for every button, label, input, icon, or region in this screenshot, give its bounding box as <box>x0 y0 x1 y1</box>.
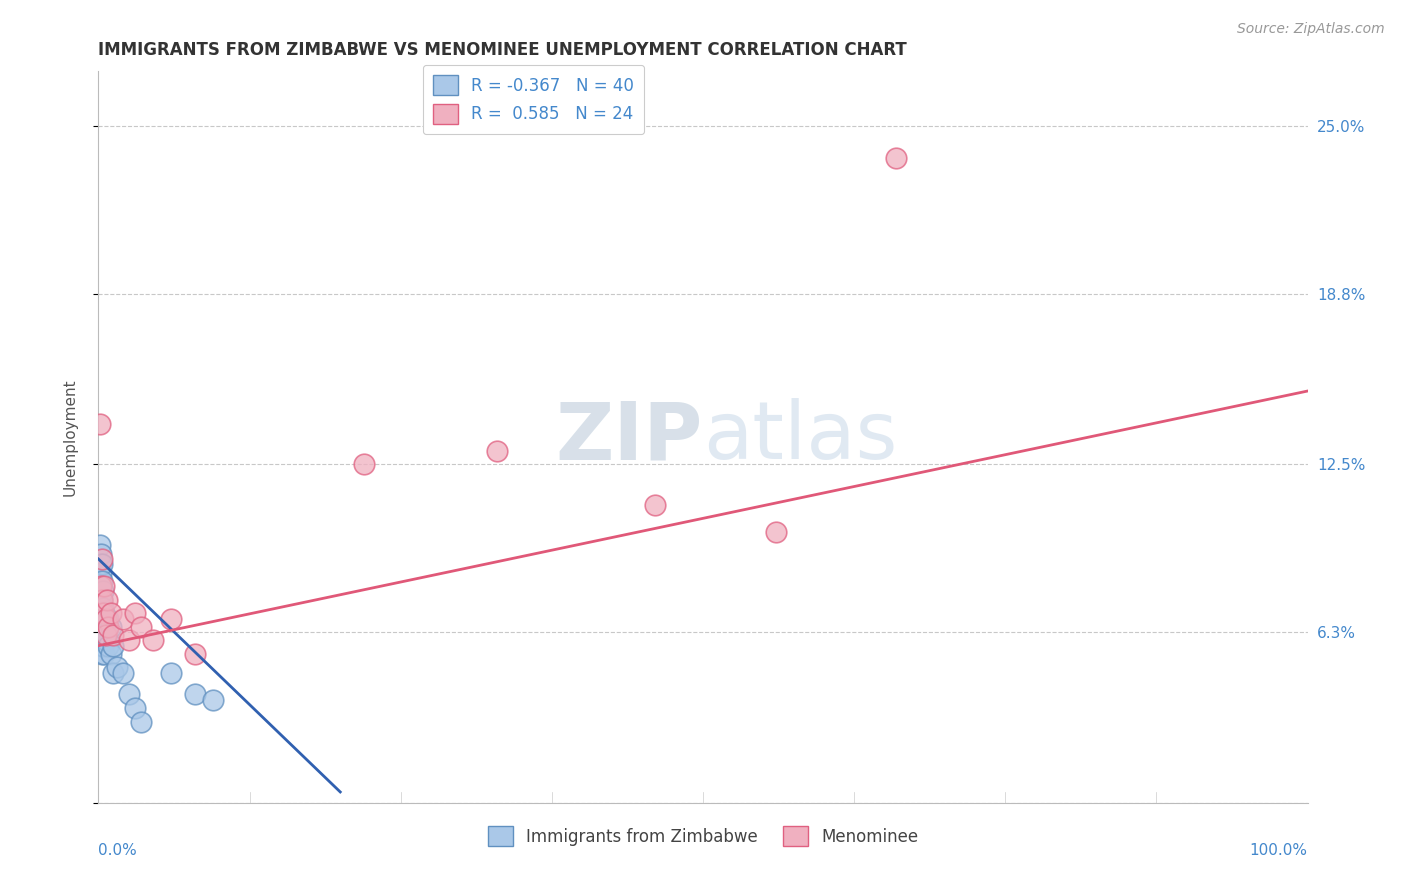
Text: Source: ZipAtlas.com: Source: ZipAtlas.com <box>1237 22 1385 37</box>
Point <box>96 592 118 607</box>
Point <box>91 611 114 625</box>
Point <box>142 633 165 648</box>
Point <box>97 611 120 625</box>
Point <box>160 665 183 680</box>
Point <box>160 611 183 625</box>
Point <box>118 688 141 702</box>
Point <box>124 701 146 715</box>
Point <box>93 625 115 640</box>
Legend: Immigrants from Zimbabwe, Menominee: Immigrants from Zimbabwe, Menominee <box>481 820 925 853</box>
Point <box>91 639 114 653</box>
Point <box>91 639 114 653</box>
Point <box>91 574 114 588</box>
Point <box>90 579 112 593</box>
Point <box>89 538 111 552</box>
Point <box>486 443 509 458</box>
Point <box>91 647 114 661</box>
Point <box>94 611 117 625</box>
Point <box>765 524 787 539</box>
Text: 100.0%: 100.0% <box>1250 843 1308 858</box>
Point <box>91 620 114 634</box>
Point <box>91 592 114 607</box>
Point <box>101 639 124 653</box>
Point <box>129 620 152 634</box>
Point <box>91 592 114 607</box>
Point <box>90 566 112 580</box>
Text: 0.0%: 0.0% <box>98 843 138 858</box>
Point <box>89 417 111 431</box>
Point <box>91 558 114 572</box>
Point <box>89 574 111 588</box>
Text: IMMIGRANTS FROM ZIMBABWE VS MENOMINEE UNEMPLOYMENT CORRELATION CHART: IMMIGRANTS FROM ZIMBABWE VS MENOMINEE UN… <box>98 41 907 59</box>
Point <box>111 611 134 625</box>
Point <box>94 628 117 642</box>
Point <box>886 151 908 165</box>
Point <box>644 498 666 512</box>
Text: atlas: atlas <box>703 398 897 476</box>
Point <box>89 558 111 572</box>
Point <box>90 579 112 593</box>
Point <box>94 633 117 648</box>
Point <box>129 714 152 729</box>
Point <box>89 584 111 599</box>
Point <box>100 647 122 661</box>
Text: ZIP: ZIP <box>555 398 703 476</box>
Point <box>93 606 115 620</box>
Point <box>90 606 112 620</box>
Point <box>90 547 112 561</box>
Point <box>96 628 118 642</box>
Point <box>353 457 375 471</box>
Point <box>93 579 115 593</box>
Point <box>101 665 124 680</box>
Point <box>118 633 141 648</box>
Point <box>91 552 114 566</box>
Point <box>184 688 207 702</box>
Point <box>93 647 115 661</box>
Point <box>105 660 128 674</box>
Point <box>202 693 225 707</box>
Point <box>100 620 122 634</box>
Point <box>90 592 112 607</box>
Point <box>91 606 114 620</box>
Point <box>91 628 114 642</box>
Point <box>91 584 114 599</box>
Point <box>111 665 134 680</box>
Point <box>97 639 120 653</box>
Y-axis label: Unemployment: Unemployment <box>63 378 77 496</box>
Point <box>184 647 207 661</box>
Point <box>124 606 146 620</box>
Point <box>91 600 114 615</box>
Point <box>94 611 117 625</box>
Point <box>100 606 122 620</box>
Point <box>97 620 120 634</box>
Point <box>101 628 124 642</box>
